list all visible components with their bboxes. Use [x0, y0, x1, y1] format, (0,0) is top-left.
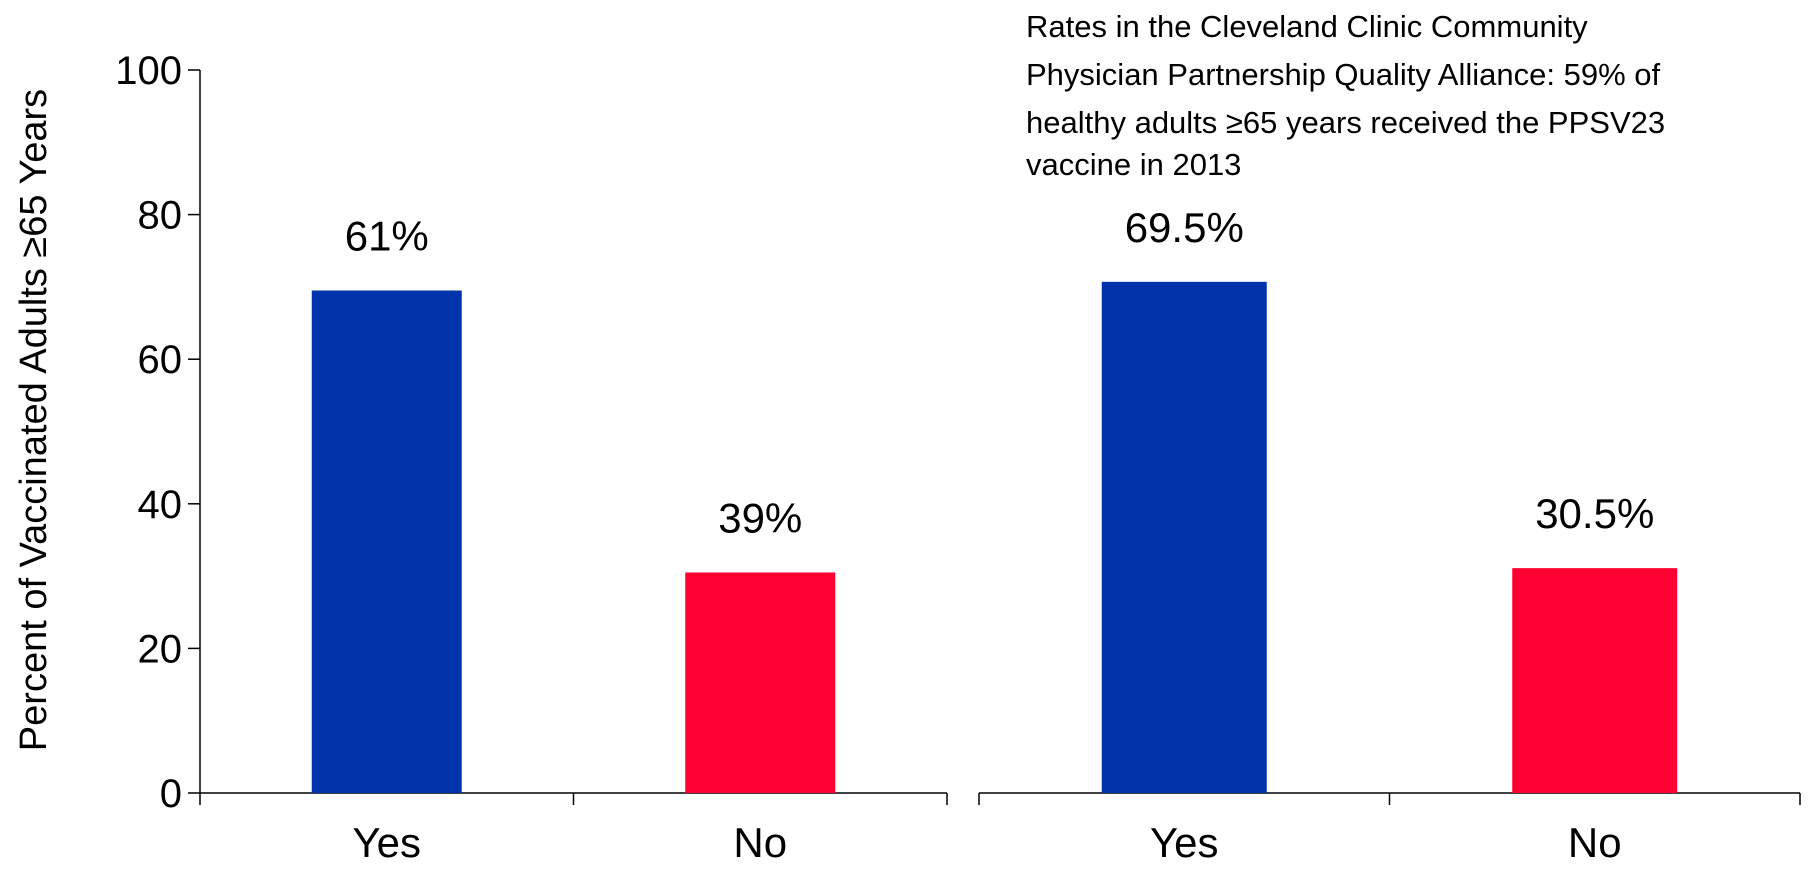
data-label: 39% — [718, 494, 802, 541]
y-tick-label: 0 — [160, 772, 182, 816]
chart-left: 0 20 40 60 80 100 61% Yes 39% No — [115, 49, 948, 866]
y-tick-label: 20 — [138, 627, 183, 671]
x-tick-label: Yes — [352, 819, 421, 866]
bar-no — [1512, 568, 1678, 793]
annotation-line-1: Rates in the Cleveland Clinic Community — [1026, 9, 1588, 44]
annotation: Rates in the Cleveland Clinic Community … — [1026, 9, 1665, 182]
annotation-line-3: healthy adults ≥65 years received the PP… — [1026, 105, 1665, 140]
y-tick-label: 60 — [138, 338, 183, 382]
data-label: 69.5% — [1125, 204, 1244, 251]
annotation-line-4: vaccine in 2013 — [1026, 147, 1241, 182]
chart-right: 69.5% Yes 30.5% No — [978, 204, 1801, 866]
x-tick-label: No — [1568, 819, 1622, 866]
data-label: 61% — [345, 213, 429, 260]
y-tick-label: 100 — [115, 49, 182, 93]
y-tick-label: 40 — [138, 483, 183, 527]
data-label: 30.5% — [1535, 490, 1654, 537]
bar-yes — [1101, 281, 1267, 793]
y-axis-title: Percent of Vaccinated Adults ≥65 Years — [13, 89, 55, 751]
bar-no — [685, 572, 836, 793]
bar-yes — [311, 290, 462, 793]
annotation-line-2: Physician Partnership Quality Alliance: … — [1026, 57, 1660, 92]
x-tick-label: Yes — [1150, 819, 1219, 866]
y-tick-label: 80 — [138, 194, 183, 238]
x-tick-label: No — [733, 819, 787, 866]
